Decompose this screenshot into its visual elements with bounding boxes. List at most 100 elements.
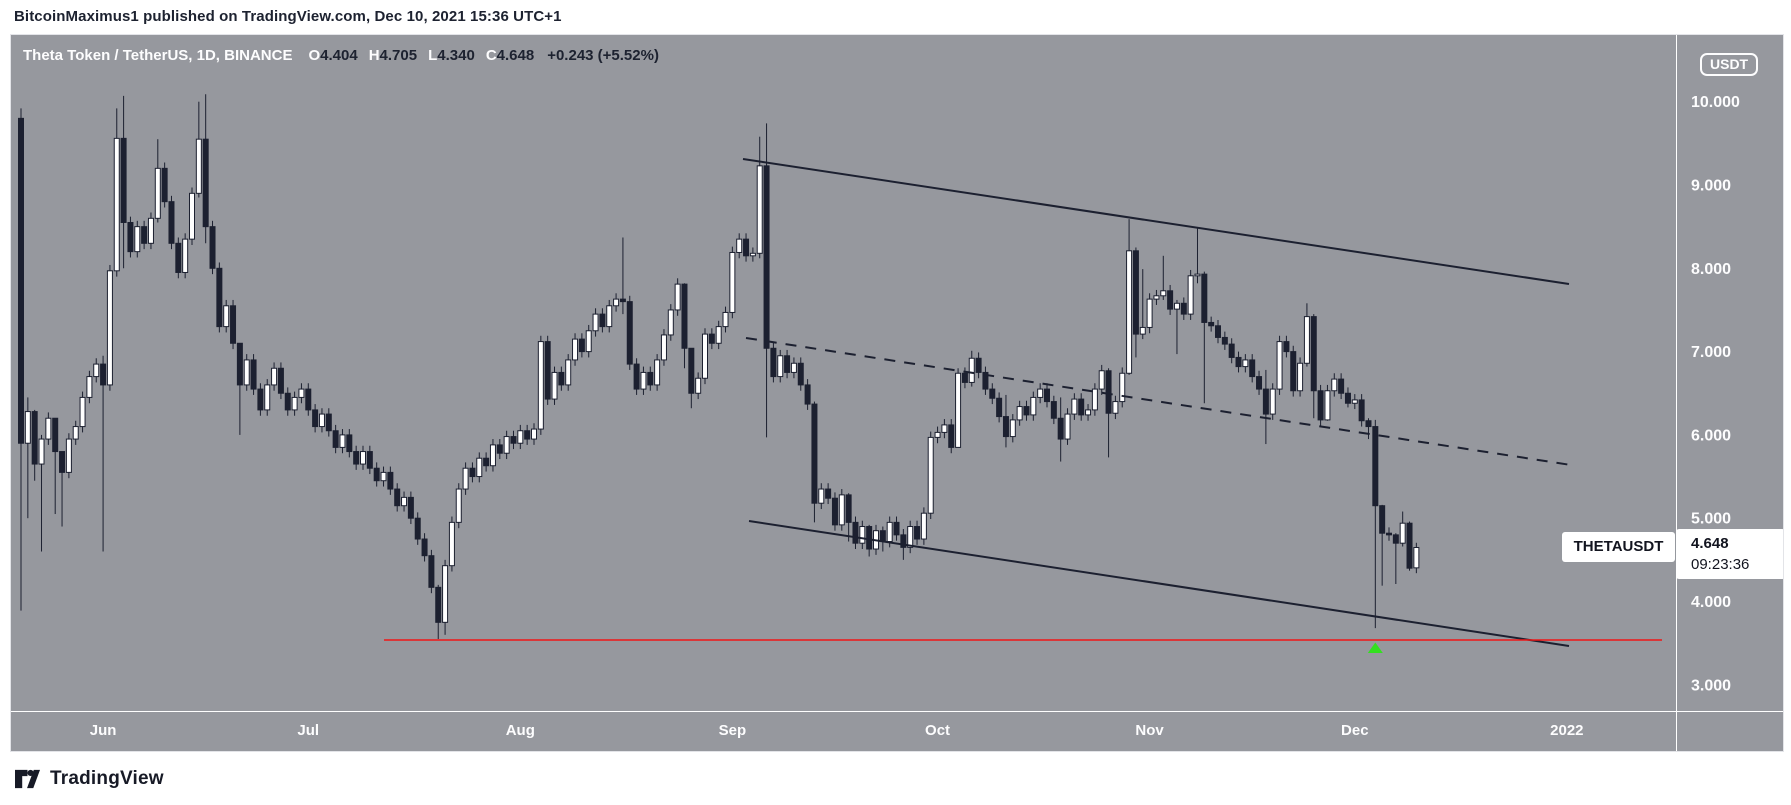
candle-body xyxy=(503,436,510,454)
candle-body xyxy=(1208,321,1215,327)
candle-body xyxy=(1201,273,1208,323)
candle-body xyxy=(510,436,517,444)
candle-body xyxy=(1132,250,1139,335)
price-tick-label: 6.000 xyxy=(1691,427,1731,444)
candle-body xyxy=(1372,426,1379,507)
currency-unit-button[interactable]: USDT xyxy=(1700,53,1759,76)
candle-body xyxy=(1139,326,1146,335)
price-tick-label: 8.000 xyxy=(1691,261,1731,278)
candle-body xyxy=(1057,417,1064,440)
candle-body xyxy=(298,388,305,398)
candle-body xyxy=(1406,522,1413,569)
candle-body xyxy=(353,451,360,465)
candle-body xyxy=(879,530,886,543)
candle-body xyxy=(414,517,421,540)
candle-body xyxy=(619,298,626,303)
candle-body xyxy=(59,451,66,473)
candle-body xyxy=(633,363,640,390)
candle-body xyxy=(277,367,284,394)
candle-body xyxy=(702,333,708,379)
candle-body xyxy=(948,424,955,448)
alert-marker-icon[interactable] xyxy=(1367,642,1383,654)
candle-body xyxy=(284,392,291,411)
candle-body xyxy=(257,388,264,411)
candle-body xyxy=(1228,343,1235,358)
candle-body xyxy=(72,426,79,440)
candle-body xyxy=(1050,401,1057,419)
candle-body xyxy=(517,430,524,444)
candle-body xyxy=(52,417,59,453)
high-value: 4.705 xyxy=(379,47,418,64)
candle-body xyxy=(435,586,442,623)
symbol-price-tag: THETAUSDT xyxy=(1562,532,1675,562)
upper-trendline[interactable] xyxy=(742,158,1570,285)
chart-canvas[interactable]: 10.000 9.000 8.000 7.000 6.000 5.000 4.000 3.00… xyxy=(11,35,1784,752)
candle-body xyxy=(380,471,387,482)
candle-body xyxy=(996,397,1003,418)
candle-body xyxy=(45,417,52,440)
candle-body xyxy=(784,355,791,373)
candle-body xyxy=(175,242,182,273)
candle-body xyxy=(606,305,613,328)
candle-body xyxy=(1044,388,1050,403)
candle-body xyxy=(975,357,982,373)
candle-body xyxy=(695,377,702,394)
candle-body xyxy=(223,305,230,328)
candle-body xyxy=(65,438,72,473)
candle-body xyxy=(1242,359,1249,368)
price-tick-label: 5.000 xyxy=(1691,511,1731,528)
candle-body xyxy=(1317,390,1324,421)
candle-body xyxy=(455,488,462,523)
candle-body xyxy=(1167,290,1174,310)
candle-body xyxy=(182,238,189,273)
price-tick-label: 10.000 xyxy=(1691,94,1740,111)
candle-body xyxy=(134,226,141,253)
bar-countdown: 09:23:36 xyxy=(1691,556,1750,573)
candle-body xyxy=(708,333,715,344)
candle-body xyxy=(1365,420,1372,428)
candle-body xyxy=(86,376,93,398)
candle-body xyxy=(592,313,599,332)
candle-body xyxy=(489,444,496,467)
candle-body xyxy=(264,384,271,411)
candle-body xyxy=(955,372,962,448)
candle-body xyxy=(1392,534,1399,544)
open-label: O xyxy=(308,47,321,64)
candle-body xyxy=(1338,378,1345,394)
lower-trendline[interactable] xyxy=(748,520,1570,647)
last-price-value: 4.648 xyxy=(1691,535,1729,552)
price-tick-label: 7.000 xyxy=(1691,344,1731,361)
candle-body xyxy=(715,326,722,344)
middle-trendline[interactable] xyxy=(745,337,1572,466)
candle-body xyxy=(195,138,202,194)
candle-body xyxy=(763,165,770,349)
candle-body xyxy=(722,311,729,328)
candle-body xyxy=(216,267,223,328)
candle-body xyxy=(647,371,654,386)
candle-body xyxy=(332,430,339,448)
candle-body xyxy=(1071,398,1078,415)
symbol-description: Theta Token / TetherUS, 1D, BINANCE xyxy=(23,47,293,64)
candle-body xyxy=(613,298,620,307)
tradingview-logo-icon[interactable] xyxy=(14,767,41,792)
candle-body xyxy=(1331,378,1338,392)
candle-body xyxy=(1078,398,1085,416)
candle-body xyxy=(900,534,907,548)
candle-body xyxy=(572,338,579,361)
candle-body xyxy=(1098,370,1105,390)
candle-body xyxy=(660,334,667,361)
candle-body xyxy=(346,434,353,453)
candle-body xyxy=(31,411,38,465)
chart-legend: Theta Token / TetherUS, 1D, BINANCE O4.40… xyxy=(23,47,659,67)
candle-body xyxy=(100,363,107,386)
candle-body xyxy=(1173,302,1180,310)
candle-body xyxy=(674,283,681,311)
tradingview-brand-text[interactable]: TradingView xyxy=(50,768,164,789)
candle-body xyxy=(1030,396,1037,416)
candle-body xyxy=(585,330,592,353)
tradingview-attribution[interactable]: TradingView xyxy=(14,762,164,796)
candle-body xyxy=(1085,409,1092,416)
candle-body xyxy=(934,431,941,438)
time-axis-label: 2022 xyxy=(1550,722,1583,739)
candle-body xyxy=(469,467,476,478)
